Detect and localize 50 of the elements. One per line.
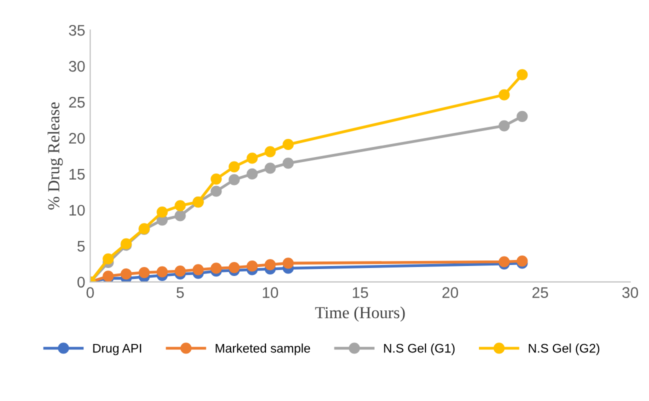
point [264,162,276,174]
x-tick-label: 10 [262,287,278,298]
point [516,255,528,267]
point [228,174,240,186]
point [516,110,528,122]
point [228,262,240,274]
y-tick-label: 25 [69,96,85,108]
y-tick-label: 30 [68,60,85,72]
x-tick-label: 5 [176,287,184,298]
point [138,266,150,278]
y-tick-label: 35 [68,24,85,36]
y-tick-label: 5 [77,240,85,252]
point [246,152,258,164]
point [156,266,168,278]
x-tick-label: 30 [622,287,638,298]
x-tick-label: 0 [86,287,94,298]
point [282,158,294,169]
y-axis-title: % Drug Release [48,102,63,210]
point [228,161,240,172]
point [192,264,204,276]
legend-label: Drug API [93,344,142,356]
legend-label: N.S Gel (G2) [528,344,600,356]
legend-label: Marketed sample [216,344,310,356]
point [174,266,186,277]
point [174,200,186,212]
x-tick-label: 15 [352,287,368,298]
point [210,173,222,185]
y-tick-label: 15 [70,169,85,180]
y-tick-label: 20 [69,132,85,144]
point [246,168,258,180]
point [156,206,168,218]
point [516,69,528,80]
point [282,258,294,269]
point [102,253,114,264]
y-tick-label: 10 [70,204,85,216]
legend-label: N.S Gel (G1) [384,344,455,356]
point [264,146,276,158]
point [210,186,222,197]
point [120,268,132,280]
point [174,210,186,222]
y-tick-label: 0 [77,276,85,288]
x-tick-label: 25 [532,287,548,298]
point [282,138,294,150]
x-axis-title: Time (Hours) [315,306,405,322]
point [264,259,276,270]
point [210,262,222,274]
point [246,260,258,272]
point [498,89,510,100]
x-tick-label: 20 [442,287,458,298]
point [498,120,510,132]
